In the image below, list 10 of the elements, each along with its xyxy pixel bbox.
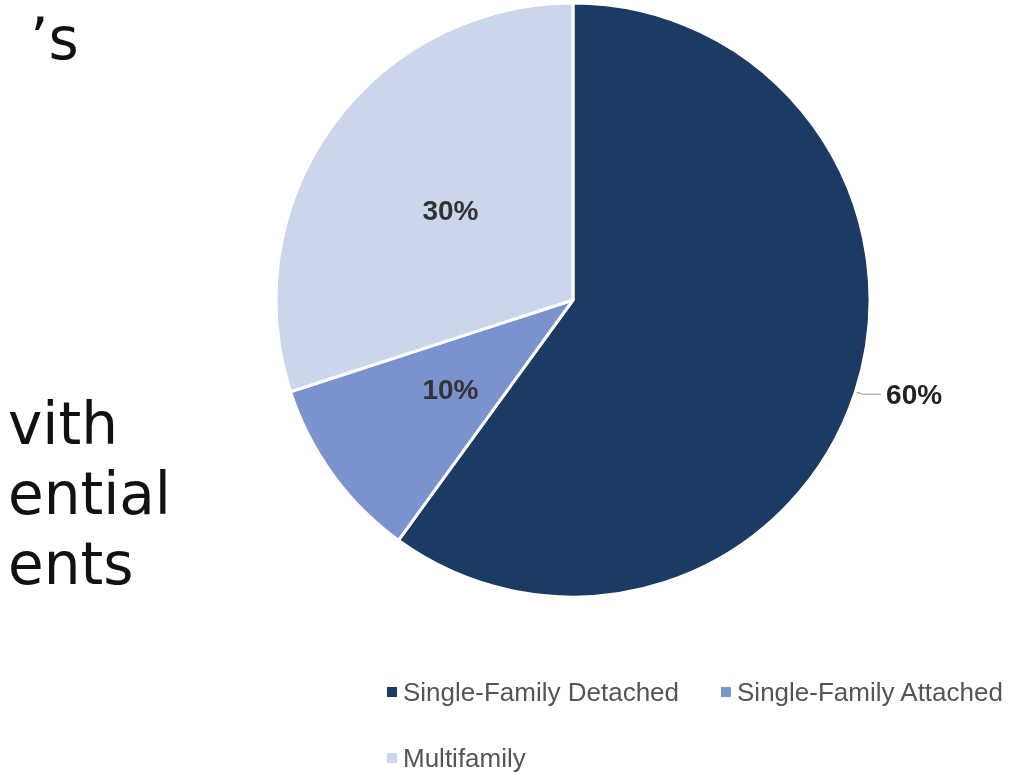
- legend-label: Single-Family Detached: [403, 677, 680, 707]
- text: ential: [8, 460, 171, 528]
- text: vith: [8, 390, 118, 458]
- data-label: 10%: [422, 373, 479, 405]
- legend-label: Single-Family Attached: [737, 677, 1003, 707]
- data-label: 30%: [422, 195, 479, 227]
- legend-label: Multifamily: [403, 743, 526, 773]
- text: ’s: [30, 5, 79, 73]
- data-label: 60%: [886, 378, 943, 410]
- text: ents: [8, 530, 134, 598]
